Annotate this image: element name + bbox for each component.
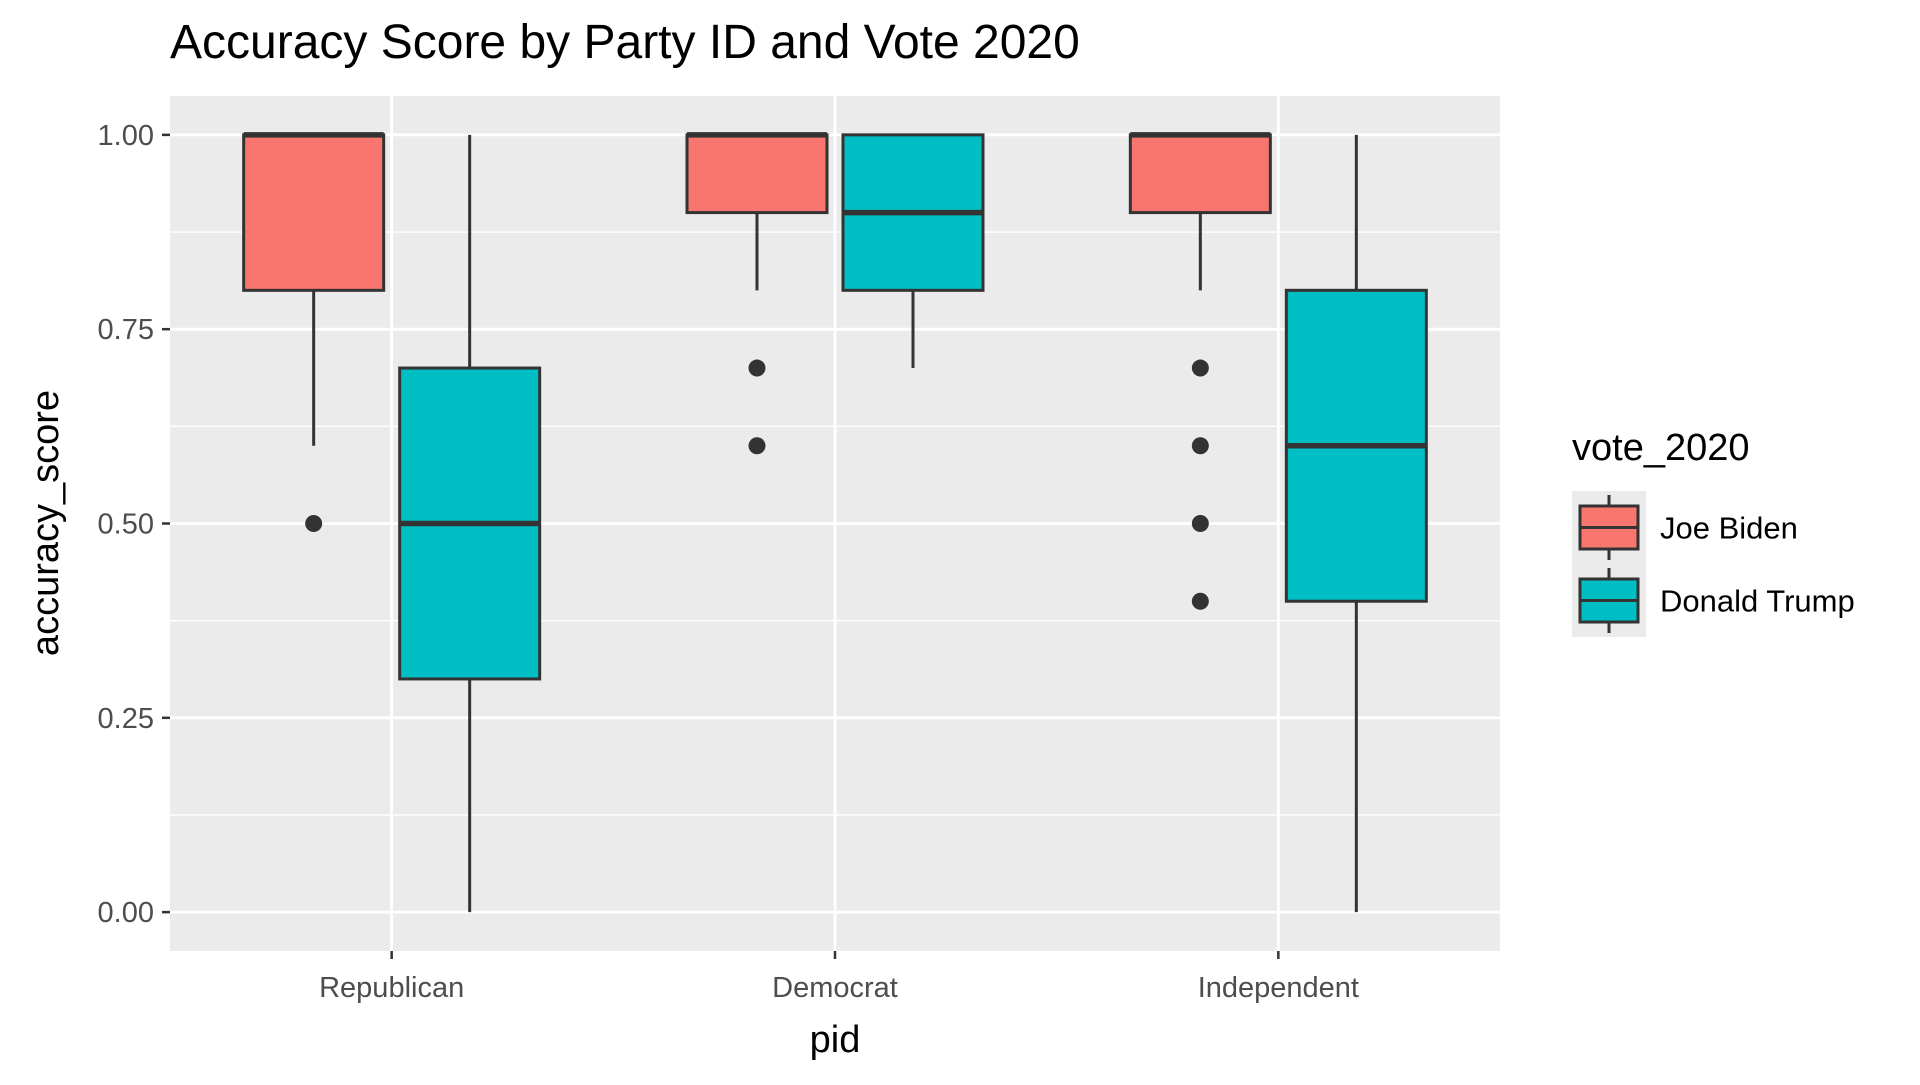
outlier-point — [1191, 359, 1209, 377]
legend-item-joe-biden: Joe Biden — [1578, 495, 1798, 560]
x-axis: Republican Democrat Independent — [319, 951, 1359, 1004]
outlier-point — [748, 359, 766, 377]
y-axis-label: accuracy_score — [25, 390, 67, 656]
y-tick-label: 0.00 — [98, 897, 154, 929]
outlier-point — [1191, 592, 1209, 610]
outlier-point — [1191, 437, 1209, 455]
box-body — [685, 133, 829, 215]
chart-title: Accuracy Score by Party ID and Vote 2020 — [170, 16, 1080, 69]
legend-label: Donald Trump — [1660, 584, 1855, 619]
x-tick-label: Independent — [1198, 972, 1359, 1004]
x-tick-label: Republican — [319, 972, 464, 1004]
outlier-point — [305, 515, 323, 532]
grid-major — [170, 96, 1500, 951]
legend: vote_2020 Joe Biden Donald Trump — [1572, 427, 1855, 637]
outlier-point — [1191, 515, 1209, 532]
box-body — [242, 133, 386, 292]
legend-title: vote_2020 — [1572, 427, 1750, 469]
box-donald-trump-independent — [1284, 134, 1428, 913]
x-tick-label: Democrat — [772, 972, 898, 1004]
outlier-point — [748, 437, 766, 455]
y-tick-label: 0.75 — [98, 314, 154, 346]
y-axis: 0.00 0.25 0.50 0.75 1.00 — [98, 120, 170, 929]
box-donald-trump-democrat — [841, 133, 985, 369]
box-donald-trump-republican — [398, 134, 542, 913]
box-body — [1128, 133, 1272, 215]
box-joe-biden-republican — [242, 132, 386, 532]
box-layer — [242, 132, 1428, 913]
legend-label: Joe Biden — [1660, 511, 1798, 546]
legend-item-donald-trump: Donald Trump — [1578, 568, 1855, 633]
box-joe-biden-independent — [1128, 132, 1272, 610]
y-tick-label: 0.50 — [98, 509, 154, 541]
x-axis-label: pid — [810, 1019, 861, 1061]
y-tick-label: 0.25 — [98, 703, 154, 735]
box-joe-biden-democrat — [685, 132, 829, 455]
y-tick-label: 1.00 — [98, 120, 154, 152]
